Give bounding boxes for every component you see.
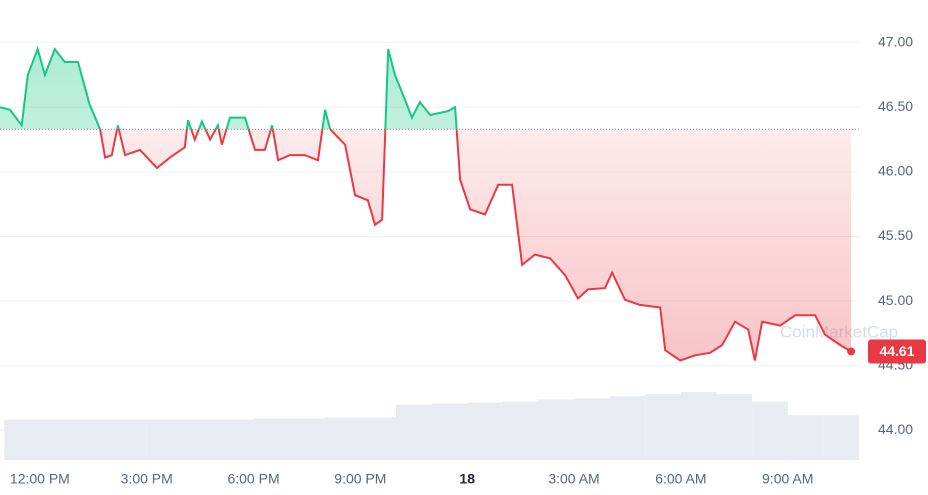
volume-bar — [217, 419, 254, 460]
y-tick-label: 45.50 — [878, 227, 913, 243]
last-point — [847, 347, 856, 356]
volume-bar — [467, 402, 503, 460]
area-down — [100, 129, 852, 361]
volume-bar — [39, 419, 76, 460]
volume-bar — [324, 417, 361, 460]
volume-bar — [680, 392, 717, 460]
x-tick-label: 3:00 PM — [121, 471, 173, 487]
x-tick-label: 9:00 PM — [334, 471, 386, 487]
y-tick-label: 47.00 — [878, 33, 913, 49]
volume-bar — [645, 394, 681, 460]
x-tick-label: 6:00 PM — [227, 471, 279, 487]
volume-bar — [609, 396, 646, 460]
x-tick-label: 12:00 PM — [10, 471, 70, 487]
y-tick-label: 45.00 — [878, 292, 913, 308]
y-tick-label: 46.50 — [878, 98, 913, 114]
volume-bar — [538, 399, 575, 460]
volume-bar — [823, 415, 859, 460]
y-tick-label: 46.00 — [878, 163, 913, 179]
volume-bar — [360, 417, 396, 460]
line-down — [99, 129, 852, 362]
x-tick-label: 6:00 AM — [655, 471, 706, 487]
volume-bar — [111, 419, 147, 460]
volume-bar — [4, 419, 40, 460]
area-up — [0, 49, 852, 130]
volume-bar — [395, 404, 432, 460]
price-tag — [868, 339, 926, 364]
volume-bar — [787, 415, 824, 460]
volume-bar — [431, 403, 468, 460]
x-tick-label: 9:00 AM — [762, 471, 813, 487]
price-tag-label: 44.61 — [879, 343, 914, 359]
volume-bar — [289, 418, 325, 460]
volume-bar — [574, 398, 610, 460]
volume-bar — [75, 419, 112, 460]
volume-bar — [716, 394, 753, 460]
x-tick-label: 3:00 AM — [548, 471, 599, 487]
volume-bar — [253, 418, 290, 460]
volume-bar — [146, 419, 183, 460]
volume-bar — [752, 401, 788, 460]
volume-bar — [502, 401, 539, 460]
x-tick-label: 18 — [459, 471, 475, 487]
y-tick-label: 44.00 — [878, 421, 913, 437]
volume-bar — [182, 419, 218, 460]
